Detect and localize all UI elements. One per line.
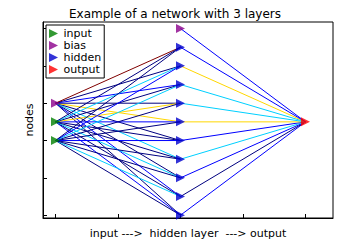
svg-text:Example of a network with 3 la: Example of a network with 3 layers: [69, 7, 281, 21]
svg-text:nodes: nodes: [23, 103, 36, 136]
svg-text:hidden: hidden: [63, 51, 102, 64]
svg-text:bias: bias: [63, 39, 86, 52]
svg-text:output: output: [64, 63, 101, 76]
svg-text:input ---> hidden layer --->: input ---> hidden layer ---> output: [90, 227, 287, 240]
svg-text:input: input: [63, 27, 92, 40]
